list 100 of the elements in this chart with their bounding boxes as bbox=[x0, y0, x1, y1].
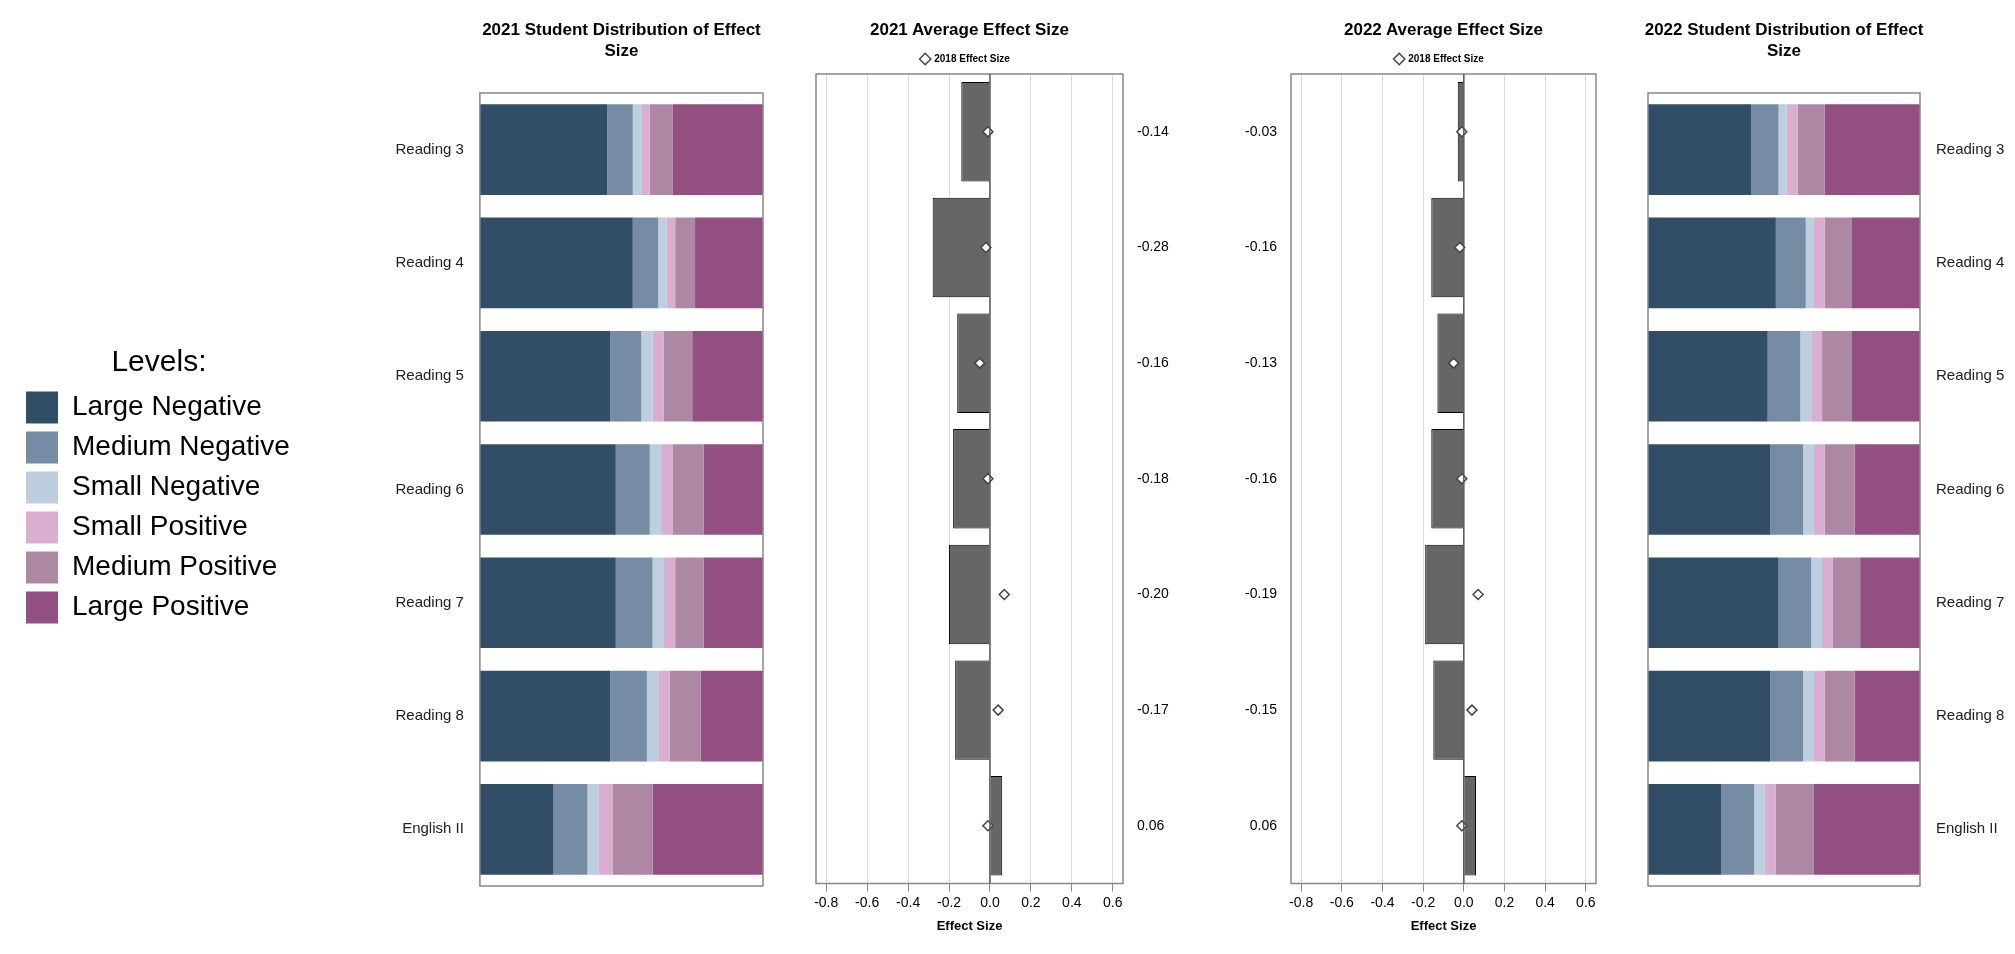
bar bbox=[1824, 104, 1920, 195]
data-label: -0.14 bbox=[1137, 122, 1170, 139]
bar bbox=[658, 670, 670, 762]
bar bbox=[703, 444, 763, 535]
point bbox=[1466, 704, 1478, 716]
bar bbox=[700, 670, 763, 762]
bar bbox=[1648, 104, 1752, 195]
y-tick-label: Reading 4 bbox=[1936, 253, 2005, 271]
y-tick-label: Reading 7 bbox=[1936, 592, 2005, 610]
data-label: -0.19 bbox=[1245, 585, 1278, 602]
bar bbox=[1854, 670, 1920, 762]
legend-label: Large Positive bbox=[72, 590, 250, 622]
bar bbox=[479, 330, 611, 422]
x-tick-label: 0.6 bbox=[1103, 893, 1123, 910]
bar bbox=[1824, 444, 1855, 535]
bar bbox=[1800, 330, 1812, 422]
bar bbox=[1797, 104, 1825, 195]
x-axis-title: Effect Size bbox=[936, 917, 1003, 933]
point bbox=[992, 704, 1004, 716]
point bbox=[998, 588, 1011, 601]
x-tick-label: -0.2 bbox=[1411, 893, 1436, 910]
bar bbox=[587, 784, 599, 875]
x-tick-label: 0.4 bbox=[1062, 893, 1082, 910]
bar bbox=[1767, 330, 1801, 422]
bar bbox=[1824, 670, 1855, 762]
bar bbox=[1813, 444, 1825, 535]
x-tick-label: 0.2 bbox=[1021, 893, 1041, 910]
bar bbox=[666, 217, 676, 309]
x-tick-label: -0.4 bbox=[1370, 893, 1395, 910]
data-label: -0.17 bbox=[1137, 700, 1170, 717]
x-tick-label: -0.8 bbox=[1289, 893, 1314, 910]
data-label: -0.16 bbox=[1245, 238, 1278, 255]
legend-label: 2018 Effect Size bbox=[934, 52, 1011, 64]
bar bbox=[615, 444, 650, 535]
bar bbox=[1648, 557, 1779, 649]
bar bbox=[1832, 557, 1861, 649]
bar bbox=[610, 670, 647, 762]
point bbox=[1472, 588, 1484, 601]
data-label: -0.15 bbox=[1245, 700, 1278, 717]
y-tick-label: Reading 5 bbox=[395, 366, 464, 384]
bar bbox=[1811, 557, 1823, 649]
bar bbox=[632, 217, 659, 309]
bar bbox=[479, 104, 608, 195]
bar bbox=[663, 557, 676, 649]
bar bbox=[1648, 217, 1776, 309]
x-axis-title: Effect Size bbox=[1410, 917, 1477, 933]
bar bbox=[1778, 557, 1812, 649]
legend-label: Small Negative bbox=[72, 470, 261, 502]
y-tick-label: Reading 3 bbox=[395, 139, 464, 157]
bar bbox=[1764, 784, 1776, 875]
x-tick-label: -0.6 bbox=[1329, 893, 1355, 910]
bar bbox=[675, 557, 704, 649]
y-tick-label: Reading 5 bbox=[1936, 366, 2005, 384]
bar bbox=[649, 444, 662, 535]
bar bbox=[1811, 330, 1823, 422]
x-tick-label: -0.4 bbox=[896, 893, 921, 910]
bar bbox=[1775, 217, 1806, 309]
bar bbox=[615, 557, 653, 649]
bar bbox=[598, 784, 613, 875]
bar bbox=[1822, 330, 1852, 422]
bar bbox=[1813, 217, 1825, 309]
bar bbox=[1824, 217, 1852, 309]
y-tick-label: English II bbox=[402, 819, 464, 837]
bar bbox=[641, 330, 653, 422]
y-tick-label: English II bbox=[1936, 819, 1998, 837]
x-tick-label: -0.2 bbox=[936, 893, 962, 910]
bar bbox=[1648, 330, 1768, 422]
x-tick-label: -0.8 bbox=[814, 893, 839, 910]
bar bbox=[479, 557, 616, 649]
data-label: -0.13 bbox=[1245, 354, 1278, 370]
bar bbox=[641, 104, 650, 195]
bar bbox=[649, 104, 673, 195]
bar bbox=[652, 557, 664, 649]
bar bbox=[692, 330, 763, 422]
data-label: 0.06 bbox=[1137, 816, 1165, 833]
bar bbox=[1852, 217, 1920, 309]
legend-label: Large Negative bbox=[72, 390, 262, 422]
bar bbox=[1803, 444, 1814, 535]
point bbox=[973, 357, 986, 369]
x-tick-label: 0.2 bbox=[1494, 893, 1515, 910]
data-label: -0.03 bbox=[1245, 122, 1278, 139]
data-label: -0.16 bbox=[1137, 354, 1170, 370]
bar bbox=[612, 784, 653, 875]
bar bbox=[1786, 104, 1798, 195]
bar bbox=[1648, 784, 1722, 875]
bar bbox=[1805, 217, 1814, 309]
bar bbox=[661, 444, 673, 535]
bar bbox=[553, 784, 588, 875]
bar bbox=[658, 217, 667, 309]
point bbox=[1447, 357, 1460, 369]
bar bbox=[1770, 444, 1804, 535]
bar bbox=[1854, 444, 1920, 535]
legend-label: Small Positive bbox=[72, 510, 248, 542]
y-tick-label: Reading 6 bbox=[1936, 479, 2005, 497]
bar bbox=[663, 330, 693, 422]
bar bbox=[1751, 104, 1779, 195]
bar bbox=[632, 104, 642, 195]
bar bbox=[695, 217, 763, 309]
legend-label: 2018 Effect Size bbox=[1408, 52, 1485, 64]
legend-label: Medium Positive bbox=[72, 550, 278, 582]
